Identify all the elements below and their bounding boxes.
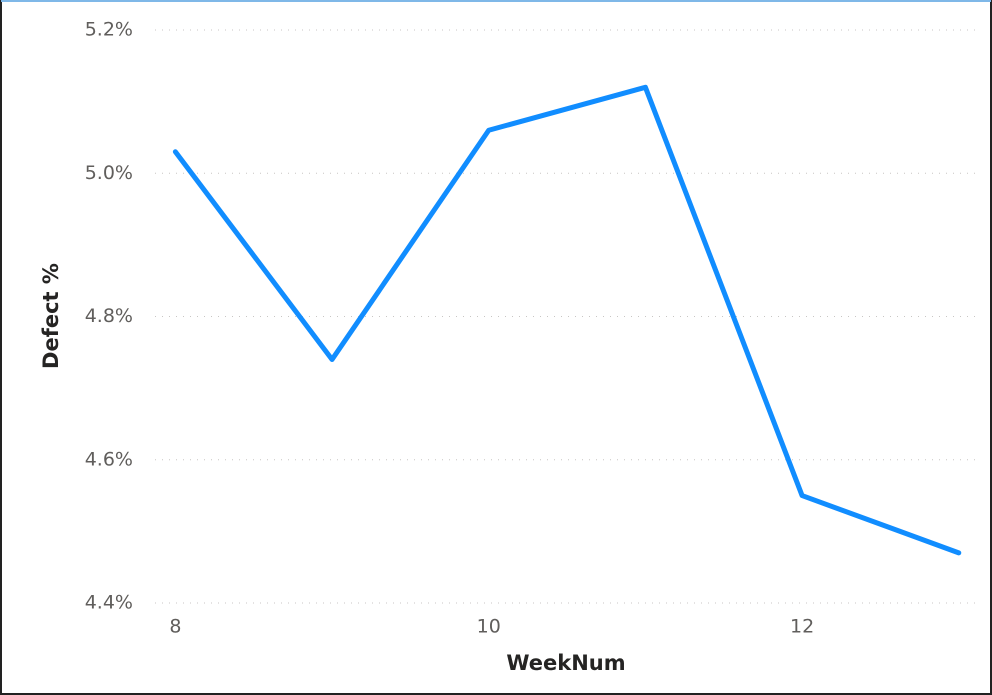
x-tick-label: 12 <box>790 616 814 638</box>
line-series <box>172 84 962 556</box>
x-tick-label: 10 <box>477 616 501 638</box>
x-axis-title: WeekNum <box>506 651 625 675</box>
y-tick-label: 4.6% <box>85 448 133 470</box>
x-tick-label: 8 <box>169 616 181 638</box>
y-tick-label: 4.8% <box>85 305 133 327</box>
y-tick-label: 5.0% <box>85 162 133 184</box>
y-axis-title: Defect % <box>39 263 63 369</box>
y-tick-label: 5.2% <box>85 19 133 41</box>
y-tick-label: 4.4% <box>85 592 133 614</box>
